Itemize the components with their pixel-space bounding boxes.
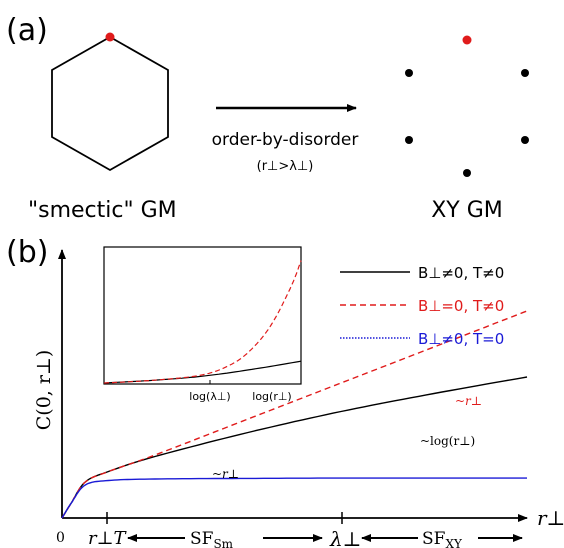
hexagon-vertex-dot: [105, 32, 115, 42]
legend-label-black: B⊥≠0, T≠0: [418, 264, 504, 282]
xy-dot-lower-right: [521, 136, 529, 144]
curve-blue-dotted: [61, 477, 527, 519]
legend-label-red: B⊥=0, T≠0: [418, 297, 504, 315]
xy-dot-upper-left: [405, 69, 413, 77]
inset-tick-log-r: log(r⊥): [252, 390, 291, 403]
x-axis-label: r⊥: [537, 506, 564, 530]
inset-curve-black: [103, 360, 302, 384]
xy-dot-upper-right: [521, 69, 529, 77]
region-sf-sm: SFSm: [190, 529, 234, 548]
xy-dot-bottom: [463, 169, 471, 177]
red-curve-annotation: ~r⊥: [455, 394, 482, 408]
panel-a: (a) "smectic" GM order-by-disorder (r⊥>λ…: [6, 13, 529, 223]
inset-frame: [103, 246, 302, 385]
origin-label: 0: [56, 530, 65, 546]
y-axis-label: C(0, r⊥): [33, 350, 55, 430]
panel-b: (b) C(0, r⊥) r⊥ 0 r⊥T λ⊥ SFSm SFXY ~r⊥ ~…: [6, 235, 564, 548]
panel-b-label: (b): [6, 235, 48, 270]
lambda-marker-label: λ⊥: [329, 527, 361, 548]
inset: log(λ⊥) log(r⊥): [103, 246, 302, 403]
legend-label-blue: B⊥≠0, T=0: [418, 330, 504, 348]
region-sf-xy: SFXY: [422, 529, 463, 548]
xy-dot-top: [462, 35, 472, 45]
xy-gm-caption: XY GM: [431, 198, 503, 223]
panel-a-label: (a): [6, 13, 48, 48]
inset-tick-log-lambda: log(λ⊥): [189, 390, 230, 403]
hexagon-ground-state: [51, 35, 169, 172]
black-far-annotation: ~log(r⊥): [420, 434, 475, 448]
order-by-disorder-label: order-by-disorder: [212, 130, 359, 150]
order-by-disorder-condition: (r⊥>λ⊥): [257, 159, 314, 174]
r-t-marker-label: r⊥T: [88, 528, 128, 548]
smectic-gm-caption: "smectic" GM: [28, 198, 177, 223]
xy-dot-lower-left: [405, 136, 413, 144]
black-near-annotation: ~r⊥: [212, 467, 239, 481]
inset-curve-red-dashed: [103, 260, 302, 384]
legend: B⊥≠0, T≠0 B⊥=0, T≠0 B⊥≠0, T=0: [340, 264, 504, 348]
